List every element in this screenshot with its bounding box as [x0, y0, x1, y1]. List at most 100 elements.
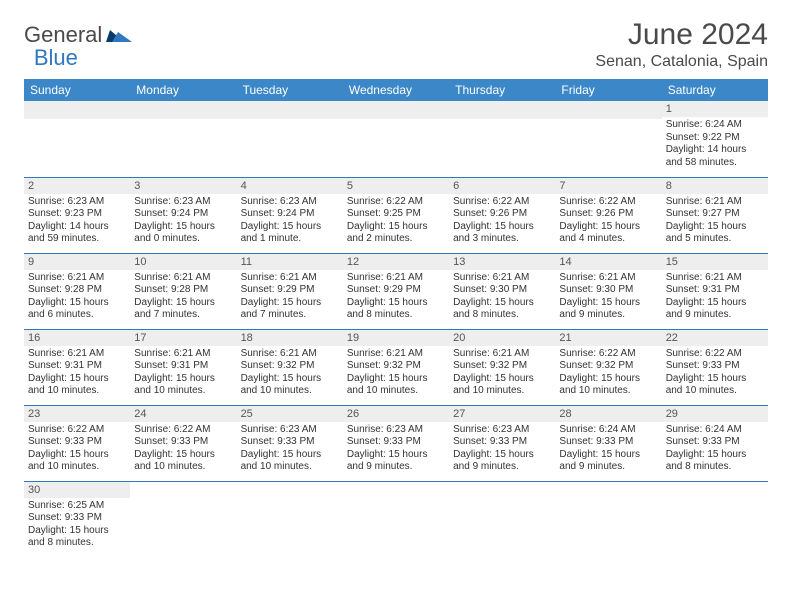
- day-detail-line: Daylight: 15 hours: [453, 297, 551, 310]
- day-details: Sunrise: 6:21 AMSunset: 9:31 PMDaylight:…: [130, 346, 236, 402]
- day-detail-line: Sunrise: 6:23 AM: [453, 424, 551, 437]
- day-detail-line: and 10 minutes.: [28, 461, 126, 474]
- day-detail-line: Daylight: 15 hours: [666, 373, 764, 386]
- day-detail-line: Sunset: 9:32 PM: [559, 360, 657, 373]
- day-detail-line: Daylight: 15 hours: [559, 297, 657, 310]
- day-detail-line: Sunset: 9:32 PM: [453, 360, 551, 373]
- day-number: 20: [449, 330, 555, 346]
- day-detail-line: Sunset: 9:28 PM: [134, 284, 232, 297]
- day-detail-line: Sunrise: 6:22 AM: [666, 348, 764, 361]
- calendar-cell: 12Sunrise: 6:21 AMSunset: 9:29 PMDayligh…: [343, 253, 449, 329]
- calendar-cell: 8Sunrise: 6:21 AMSunset: 9:27 PMDaylight…: [662, 177, 768, 253]
- day-detail-line: Sunrise: 6:22 AM: [134, 424, 232, 437]
- day-detail-line: Sunset: 9:33 PM: [559, 436, 657, 449]
- day-detail-line: Daylight: 15 hours: [453, 449, 551, 462]
- calendar-cell: [662, 481, 768, 557]
- day-details: Sunrise: 6:22 AMSunset: 9:32 PMDaylight:…: [555, 346, 661, 402]
- logo: General GeneBlue: [24, 18, 134, 70]
- day-number: 3: [130, 178, 236, 194]
- day-number: 4: [237, 178, 343, 194]
- day-detail-line: Daylight: 15 hours: [559, 221, 657, 234]
- calendar-cell: 19Sunrise: 6:21 AMSunset: 9:32 PMDayligh…: [343, 329, 449, 405]
- day-number: 17: [130, 330, 236, 346]
- day-detail-line: Sunset: 9:33 PM: [134, 436, 232, 449]
- calendar-cell: [24, 101, 130, 177]
- day-number: 10: [130, 254, 236, 270]
- day-detail-line: and 10 minutes.: [241, 385, 339, 398]
- calendar-cell: 29Sunrise: 6:24 AMSunset: 9:33 PMDayligh…: [662, 405, 768, 481]
- day-detail-line: Sunset: 9:31 PM: [134, 360, 232, 373]
- day-detail-line: Daylight: 15 hours: [28, 297, 126, 310]
- calendar-cell: 17Sunrise: 6:21 AMSunset: 9:31 PMDayligh…: [130, 329, 236, 405]
- day-number: 12: [343, 254, 449, 270]
- calendar-cell: [449, 101, 555, 177]
- day-details: Sunrise: 6:21 AMSunset: 9:28 PMDaylight:…: [130, 270, 236, 326]
- calendar-cell: [237, 481, 343, 557]
- logo-text-blue: Blue: [34, 45, 78, 70]
- day-number: 9: [24, 254, 130, 270]
- day-detail-line: Sunset: 9:29 PM: [241, 284, 339, 297]
- day-detail-line: Sunset: 9:33 PM: [241, 436, 339, 449]
- day-detail-line: Daylight: 15 hours: [241, 297, 339, 310]
- day-details: Sunrise: 6:22 AMSunset: 9:33 PMDaylight:…: [662, 346, 768, 402]
- day-number: 6: [449, 178, 555, 194]
- day-details: Sunrise: 6:22 AMSunset: 9:33 PMDaylight:…: [24, 422, 130, 478]
- day-detail-line: and 9 minutes.: [666, 309, 764, 322]
- day-detail-line: and 2 minutes.: [347, 233, 445, 246]
- day-number: 24: [130, 406, 236, 422]
- calendar-cell: 1Sunrise: 6:24 AMSunset: 9:22 PMDaylight…: [662, 101, 768, 177]
- day-detail-line: Sunrise: 6:21 AM: [666, 196, 764, 209]
- calendar-week-row: 9Sunrise: 6:21 AMSunset: 9:28 PMDaylight…: [24, 253, 768, 329]
- calendar-cell: 16Sunrise: 6:21 AMSunset: 9:31 PMDayligh…: [24, 329, 130, 405]
- day-detail-line: Sunset: 9:33 PM: [28, 512, 126, 525]
- day-detail-line: Sunrise: 6:21 AM: [347, 348, 445, 361]
- page: General GeneBlue June 2024 Senan, Catalo…: [0, 0, 792, 557]
- day-detail-line: Sunset: 9:24 PM: [241, 208, 339, 221]
- day-details: Sunrise: 6:21 AMSunset: 9:31 PMDaylight:…: [662, 270, 768, 326]
- day-detail-line: and 9 minutes.: [559, 461, 657, 474]
- day-detail-line: Sunrise: 6:24 AM: [559, 424, 657, 437]
- weekday-header: Tuesday: [237, 79, 343, 101]
- day-detail-line: Sunset: 9:28 PM: [28, 284, 126, 297]
- day-detail-line: Sunrise: 6:21 AM: [453, 272, 551, 285]
- day-detail-line: Daylight: 15 hours: [134, 449, 232, 462]
- day-detail-line: and 8 minutes.: [347, 309, 445, 322]
- empty-day-header: [130, 101, 236, 119]
- day-details: Sunrise: 6:22 AMSunset: 9:33 PMDaylight:…: [130, 422, 236, 478]
- day-detail-line: Daylight: 14 hours: [28, 221, 126, 234]
- day-number: 29: [662, 406, 768, 422]
- day-detail-line: Sunrise: 6:22 AM: [453, 196, 551, 209]
- calendar-cell: 5Sunrise: 6:22 AMSunset: 9:25 PMDaylight…: [343, 177, 449, 253]
- day-detail-line: and 5 minutes.: [666, 233, 764, 246]
- day-number: 18: [237, 330, 343, 346]
- day-number: 1: [662, 101, 768, 117]
- day-detail-line: Daylight: 15 hours: [28, 373, 126, 386]
- day-detail-line: Daylight: 15 hours: [241, 221, 339, 234]
- location-label: Senan, Catalonia, Spain: [595, 53, 768, 71]
- day-detail-line: Sunrise: 6:21 AM: [134, 348, 232, 361]
- day-detail-line: Sunrise: 6:22 AM: [347, 196, 445, 209]
- day-detail-line: Sunset: 9:27 PM: [666, 208, 764, 221]
- calendar-cell: 22Sunrise: 6:22 AMSunset: 9:33 PMDayligh…: [662, 329, 768, 405]
- day-details: Sunrise: 6:21 AMSunset: 9:30 PMDaylight:…: [555, 270, 661, 326]
- day-detail-line: Daylight: 15 hours: [28, 525, 126, 538]
- day-detail-line: Sunset: 9:33 PM: [666, 360, 764, 373]
- day-detail-line: Sunset: 9:30 PM: [453, 284, 551, 297]
- calendar-cell: 13Sunrise: 6:21 AMSunset: 9:30 PMDayligh…: [449, 253, 555, 329]
- day-details: Sunrise: 6:21 AMSunset: 9:29 PMDaylight:…: [237, 270, 343, 326]
- calendar-cell: [130, 101, 236, 177]
- day-detail-line: Sunrise: 6:21 AM: [28, 348, 126, 361]
- day-number: 21: [555, 330, 661, 346]
- day-detail-line: Sunset: 9:26 PM: [453, 208, 551, 221]
- day-detail-line: and 3 minutes.: [453, 233, 551, 246]
- day-detail-line: and 10 minutes.: [28, 385, 126, 398]
- day-detail-line: and 0 minutes.: [134, 233, 232, 246]
- day-detail-line: Daylight: 15 hours: [347, 297, 445, 310]
- calendar-cell: 26Sunrise: 6:23 AMSunset: 9:33 PMDayligh…: [343, 405, 449, 481]
- day-detail-line: Daylight: 15 hours: [559, 373, 657, 386]
- day-details: Sunrise: 6:22 AMSunset: 9:25 PMDaylight:…: [343, 194, 449, 250]
- calendar-week-row: 30Sunrise: 6:25 AMSunset: 9:33 PMDayligh…: [24, 481, 768, 557]
- day-detail-line: and 7 minutes.: [241, 309, 339, 322]
- calendar-cell: 20Sunrise: 6:21 AMSunset: 9:32 PMDayligh…: [449, 329, 555, 405]
- day-detail-line: Sunrise: 6:21 AM: [28, 272, 126, 285]
